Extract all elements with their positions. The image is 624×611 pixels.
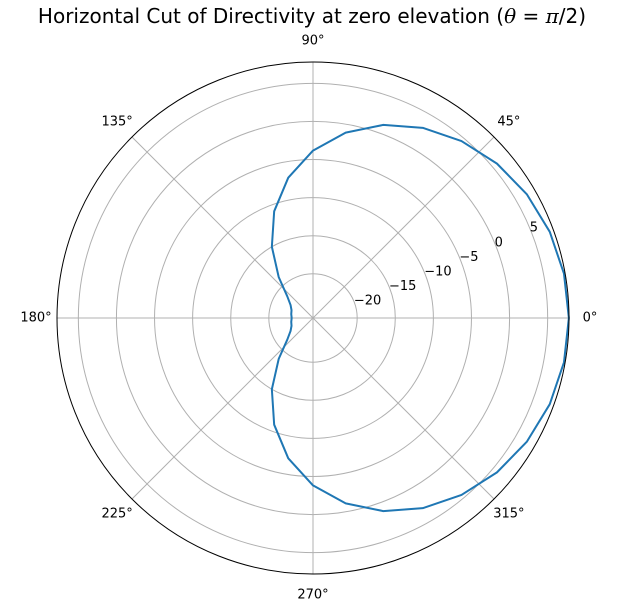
title-end: /2) [558, 4, 587, 28]
series-line-0 [270, 123, 570, 513]
angle-tick-label-2: 90° [301, 34, 324, 49]
polar-frame [56, 61, 570, 575]
r-tick-label-3: −5 [459, 250, 478, 265]
series-layer [270, 123, 570, 513]
angle-tick-label-6: 270° [297, 588, 328, 603]
title-pi: π [545, 4, 559, 28]
title-equals: = [516, 4, 546, 28]
frame-layer [56, 61, 570, 575]
angle-tick-label-0: 0° [583, 311, 598, 326]
angle-tick-label-3: 135° [101, 115, 132, 130]
title-theta: θ [504, 4, 517, 28]
angle-tick-label-1: 45° [497, 115, 520, 130]
angle-tick-label-5: 225° [101, 506, 132, 521]
r-tick-label-0: −20 [354, 294, 381, 309]
angle-tick-label-4: 180° [20, 311, 51, 326]
r-tick-label-4: 0 [495, 235, 503, 250]
title-prefix: Horizontal Cut of Directivity at zero el… [37, 4, 505, 28]
grid-layer [57, 62, 569, 574]
label-layer: 0° 45° 90° 135° 180° 225° 270° 315° −20 −15 −10 −5 0… [20, 34, 597, 603]
r-tick-label-2: −10 [424, 264, 451, 279]
r-tick-label-1: −15 [389, 279, 416, 294]
r-tick-label-5: 5 [530, 221, 538, 236]
angle-tick-label-7: 315° [493, 506, 524, 521]
angle-grid-line-7 [312, 317, 495, 500]
angle-grid-line-1 [312, 136, 495, 319]
chart-title: Horizontal Cut of Directivity at zero el… [0, 4, 624, 28]
